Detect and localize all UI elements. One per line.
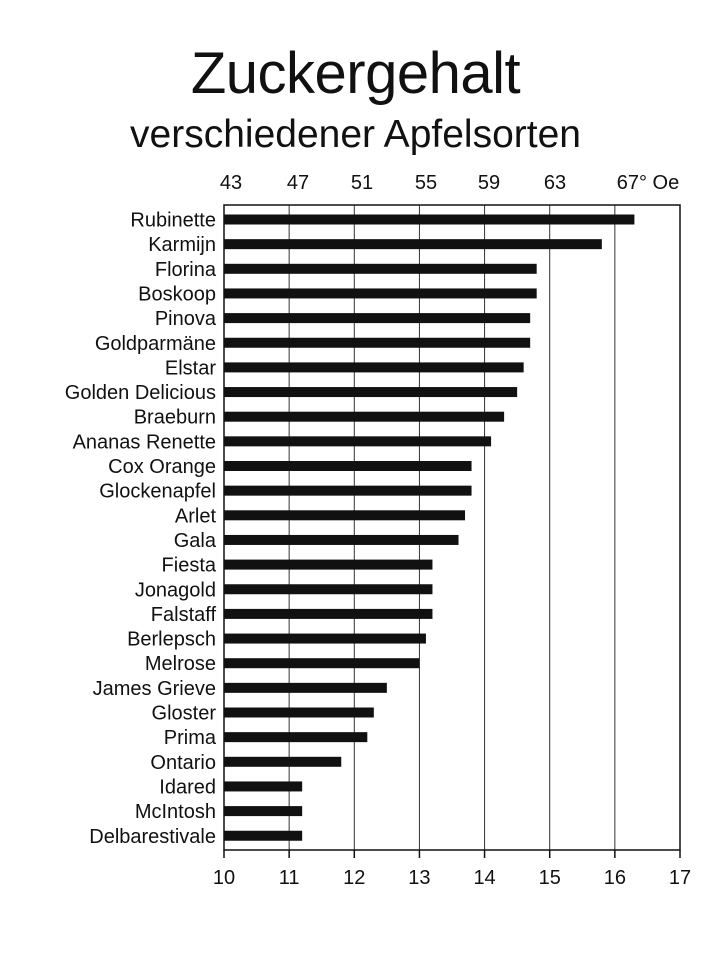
bar	[224, 362, 524, 373]
bar	[224, 411, 505, 422]
x-tick-label: 13	[408, 867, 430, 889]
chart-title: Zuckergehalt	[190, 41, 521, 106]
top-tick-label: 55	[415, 172, 437, 194]
bar	[224, 239, 602, 250]
bar	[224, 608, 433, 619]
category-label: McIntosh	[135, 801, 216, 823]
bar	[224, 436, 492, 447]
top-tick-label: 51	[351, 172, 373, 194]
category-label: Boskoop	[138, 283, 216, 305]
bar	[224, 485, 472, 496]
bar	[224, 633, 426, 644]
bar	[224, 806, 303, 817]
top-tick-label: 63	[544, 172, 566, 194]
grid-lines	[288, 205, 616, 850]
category-label: Braeburn	[134, 407, 216, 429]
x-tick-label: 16	[604, 867, 626, 889]
bar	[224, 288, 537, 299]
category-label: Golden Delicious	[65, 382, 216, 404]
top-tick-label: 67° Oe	[617, 172, 679, 194]
category-label: Cox Orange	[108, 456, 216, 478]
category-label: Prima	[164, 727, 217, 749]
bar	[224, 584, 433, 595]
category-label: Florina	[155, 259, 217, 281]
bars	[224, 214, 635, 841]
plot-frame	[223, 204, 681, 851]
category-label: Glockenapfel	[99, 481, 216, 503]
top-tick-label: 59	[478, 172, 500, 194]
category-label: Berlepsch	[127, 629, 216, 651]
category-label: Fiesta	[162, 555, 217, 577]
category-label: Ontario	[150, 752, 216, 774]
category-label: James Grieve	[93, 678, 216, 700]
category-label: Gloster	[152, 703, 217, 725]
top-tick-label: 47	[287, 172, 309, 194]
bar	[224, 707, 374, 718]
x-tick-label: 10	[213, 867, 235, 889]
bar	[224, 214, 635, 225]
bar	[224, 559, 433, 570]
bar	[224, 756, 342, 767]
bottom-axis-ticks: 10 11 12 13 14 15 16 17	[213, 850, 691, 889]
x-tick-label: 12	[343, 867, 365, 889]
bar	[224, 781, 303, 792]
category-label: Pinova	[155, 308, 217, 330]
category-label: Falstaff	[151, 604, 217, 626]
category-label: Karmijn	[148, 234, 216, 256]
bar	[224, 313, 531, 324]
category-label: Delbarestivale	[89, 826, 216, 848]
category-label: Gala	[174, 530, 217, 552]
category-label: Goldparmäne	[95, 333, 216, 355]
bar	[224, 682, 387, 693]
category-label: Ananas Renette	[73, 431, 216, 453]
chart-subtitle: verschiedener Apfelsorten	[130, 113, 581, 156]
bar	[224, 732, 368, 743]
bar	[224, 510, 466, 521]
category-label: Elstar	[165, 357, 216, 379]
category-label: Arlet	[175, 505, 217, 527]
bar	[224, 534, 459, 545]
category-label: Idared	[159, 776, 216, 798]
x-tick-label: 15	[539, 867, 561, 889]
bar	[224, 830, 303, 841]
category-label: Rubinette	[130, 210, 216, 232]
x-tick-label: 17	[669, 867, 691, 889]
category-label: Jonagold	[135, 579, 216, 601]
top-axis-ticks: 43 47 51 55 59 63 67° Oe	[220, 172, 679, 194]
bar	[224, 658, 420, 669]
bar	[224, 387, 518, 398]
bar	[224, 337, 531, 348]
top-tick-label: 43	[220, 172, 242, 194]
x-tick-label: 11	[279, 867, 300, 889]
x-tick-label: 14	[473, 867, 495, 889]
bar	[224, 263, 537, 274]
bar	[224, 461, 472, 471]
category-label: Melrose	[145, 653, 216, 675]
